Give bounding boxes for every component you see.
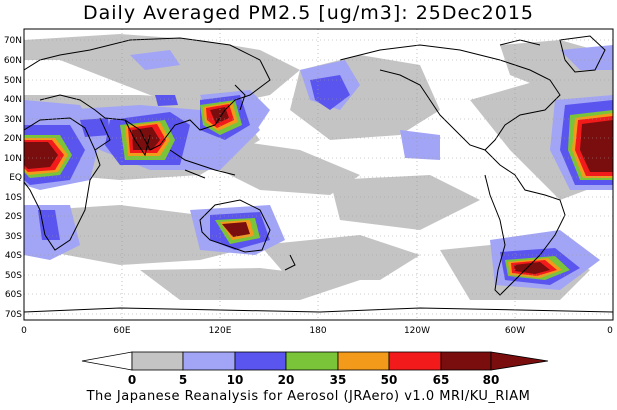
lat-label: 50N — [4, 76, 22, 86]
lat-label: 60S — [5, 290, 22, 300]
gridlines — [24, 29, 613, 320]
lat-label: 60N — [4, 56, 22, 66]
colorbar-seg-1 — [131, 351, 184, 371]
lat-label: 50S — [5, 271, 22, 281]
lat-label: 70S — [5, 310, 22, 320]
lat-label: EQ — [9, 173, 22, 183]
colorbar — [81, 351, 549, 371]
map-footer: The Japanese Reanalysis for Aerosol (JRA… — [86, 389, 531, 404]
colorbar-seg-2 — [182, 351, 236, 371]
lat-label: 30S — [5, 232, 22, 242]
plot-frame — [23, 28, 614, 321]
lon-label: 60E — [113, 326, 130, 336]
colorbar-tick: 5 — [179, 373, 187, 387]
lon-label: 120E — [209, 326, 232, 336]
map-title: Daily Averaged PM2.5 [ug/m3]: 25Dec2015 — [82, 2, 534, 24]
lat-label: 70N — [4, 36, 22, 46]
colorbar-seg-5 — [337, 351, 390, 371]
colorbar-seg-8 — [490, 351, 549, 371]
lat-axis: 70N 60N 50N 40N 30N 20N 10N EQ 10S 20S 3… — [4, 36, 22, 320]
colorbar-seg-3 — [234, 351, 287, 371]
lat-label: 20N — [4, 134, 22, 144]
colorbar-tick: 80 — [483, 373, 500, 387]
lon-label: 0 — [607, 326, 613, 336]
colorbar-seg-7 — [440, 351, 492, 371]
colorbar-tick: 10 — [227, 373, 244, 387]
lon-label: 0 — [21, 326, 27, 336]
lat-label: 30N — [4, 115, 22, 125]
colorbar-ticks: 0 5 10 20 35 50 65 80 — [128, 373, 500, 387]
lat-label: 40S — [5, 251, 22, 261]
colorbar-seg-6 — [388, 351, 442, 371]
lat-label: 20S — [5, 212, 22, 222]
lon-label: 180 — [309, 326, 326, 336]
colorbar-tick: 50 — [381, 373, 398, 387]
colorbar-tick: 35 — [330, 373, 347, 387]
lat-label: 10N — [4, 154, 22, 164]
lon-label: 120W — [404, 326, 430, 336]
lat-label: 40N — [4, 95, 22, 105]
colorbar-seg-0 — [81, 351, 133, 371]
colorbar-tick: 20 — [278, 373, 295, 387]
colorbar-seg-4 — [285, 351, 339, 371]
lon-axis: 0 60E 120E 180 120W 60W 0 — [21, 326, 613, 336]
colorbar-tick: 0 — [128, 373, 136, 387]
lon-label: 60W — [505, 326, 525, 336]
colorbar-tick: 65 — [433, 373, 450, 387]
lat-label: 10S — [5, 193, 22, 203]
